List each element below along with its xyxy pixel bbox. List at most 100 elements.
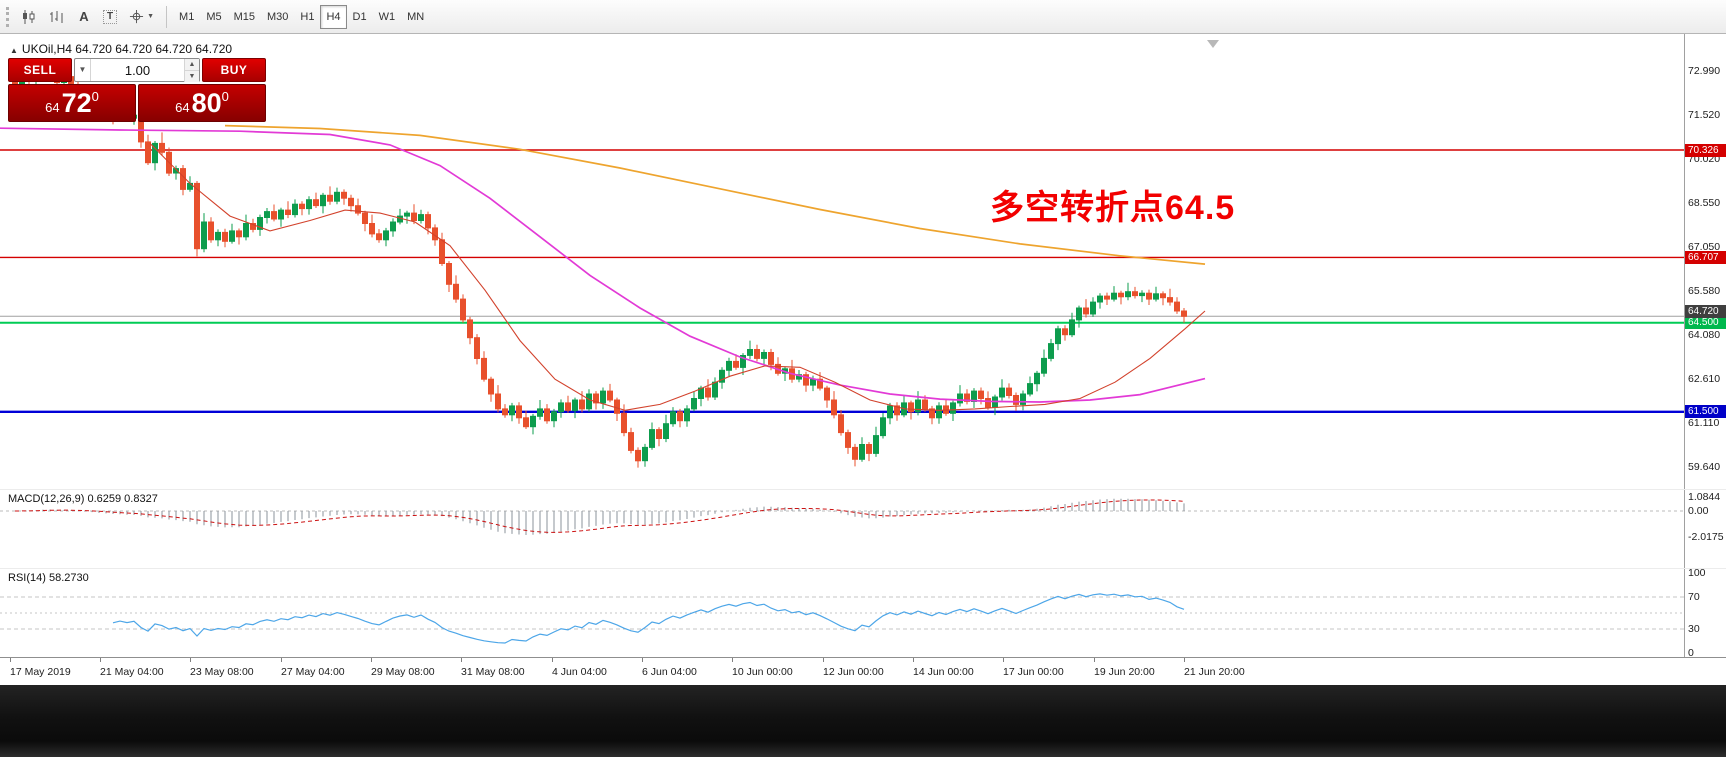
candle (488, 376, 494, 402)
candle (313, 192, 319, 208)
candle (936, 402, 942, 424)
candle (418, 209, 424, 224)
timeframe-button-h4[interactable]: H4 (320, 4, 347, 29)
spinner-up-icon[interactable]: ▲ (185, 58, 199, 71)
ma-slow-orange (224, 124, 1206, 265)
symbol-ohlc-text: UKOil,H4 64.720 64.720 64.720 64.720 (21, 42, 233, 56)
macd-scale[interactable]: 1.0844 0.00 -2.0175 (1684, 490, 1726, 568)
rsi-line (112, 593, 1185, 644)
candle (285, 201, 291, 219)
candle (264, 208, 270, 224)
chart-shift-marker-icon[interactable] (1207, 40, 1219, 48)
candle (1167, 288, 1173, 306)
candle (733, 354, 739, 370)
volume-value[interactable]: 1.00 (124, 62, 151, 78)
one-click-trading-panel: SELL ▼ 1.00 ▲ ▼ BUY 64 72 0 64 80 0 (8, 58, 266, 122)
candle (789, 359, 795, 383)
candle (1111, 286, 1117, 302)
candle (250, 218, 256, 233)
candle (474, 334, 480, 365)
time-axis-label: 31 May 08:00 (461, 666, 525, 678)
buy-button[interactable]: BUY (202, 58, 266, 82)
candle (481, 351, 487, 382)
one-click-collapse-icon[interactable]: ▲ (10, 46, 18, 55)
rsi-scale[interactable]: 100 70 30 0 (1684, 569, 1726, 657)
candle (656, 427, 662, 447)
time-axis-label: 17 Jun 00:00 (1003, 666, 1064, 678)
volume-spinner[interactable]: ▲ ▼ (184, 58, 199, 82)
candle (901, 395, 907, 418)
timeframe-button-m1[interactable]: M1 (173, 5, 200, 29)
symbol-ohlc-header: ▲ UKOil,H4 64.720 64.720 64.720 64.720 (10, 42, 232, 56)
timeframe-button-h1[interactable]: H1 (294, 5, 320, 29)
toolbar-separator (166, 5, 168, 28)
ma-fast-red (149, 143, 1206, 411)
candle (572, 397, 578, 419)
rsi-plot[interactable] (0, 569, 1684, 657)
candle (1083, 299, 1089, 318)
sell-button[interactable]: SELL (8, 58, 72, 82)
spinner-down-icon[interactable]: ▼ (185, 70, 199, 82)
candle (1020, 390, 1026, 411)
candle (1041, 349, 1047, 377)
main-chart[interactable] (0, 34, 1684, 489)
chart-annotation-text: 多空转折点64.5 (990, 189, 1236, 227)
candle (467, 316, 473, 345)
toolbar-icon-group: A T ▼ (15, 5, 160, 29)
candlestick-chart-icon (21, 9, 37, 25)
toolbar: A T ▼ M1 M5 M15 M30 H1 H4 D1 W1 MN (0, 0, 1726, 34)
time-tick (732, 658, 733, 662)
candle (278, 207, 284, 227)
candle (908, 400, 914, 420)
time-axis-label: 4 Jun 04:00 (552, 666, 607, 678)
ma-medium-magenta (0, 127, 1206, 403)
candle (1034, 370, 1040, 392)
pane-separator[interactable] (0, 568, 1726, 569)
candle (1174, 297, 1180, 314)
candle (754, 344, 760, 362)
sell-price-display[interactable]: 64 72 0 (8, 84, 136, 122)
macd-scale-label: 0.00 (1688, 505, 1709, 517)
candle (257, 214, 263, 236)
candle (1090, 297, 1096, 317)
timeframe-button-mn[interactable]: MN (401, 5, 430, 29)
candle (880, 413, 886, 439)
text-box-button[interactable]: T (97, 5, 123, 29)
crosshair-tool-button[interactable]: ▼ (123, 5, 160, 29)
toolbar-grip[interactable] (6, 6, 10, 27)
candle (845, 429, 851, 454)
price-scale-label: 67.050 (1688, 241, 1721, 253)
price-scale-label: 62.610 (1688, 373, 1721, 385)
timeframe-button-m15[interactable]: M15 (228, 5, 261, 29)
price-badge-70.326: 70.326 (1685, 144, 1726, 157)
buy-price-display[interactable]: 64 80 0 (138, 84, 266, 122)
time-axis-label: 27 May 04:00 (281, 666, 345, 678)
candle (1139, 290, 1145, 303)
macd-plot[interactable] (0, 490, 1684, 568)
time-tick (823, 658, 824, 662)
candle (607, 383, 613, 403)
time-tick (913, 658, 914, 662)
candle (145, 134, 151, 165)
volume-control[interactable]: ▼ 1.00 ▲ ▼ (74, 58, 200, 82)
candle (677, 408, 683, 428)
price-scale-label: 64.080 (1688, 329, 1721, 341)
pane-separator[interactable] (0, 489, 1726, 490)
timeframe-button-m5[interactable]: M5 (200, 5, 227, 29)
time-axis[interactable]: 17 May 2019 21 May 04:00 23 May 08:00 27 Ma… (0, 657, 1726, 685)
candle (299, 201, 305, 216)
timeframe-button-d1[interactable]: D1 (347, 5, 373, 29)
candle (1069, 312, 1075, 338)
price-scale[interactable]: 72.990 71.520 70.020 68.550 67.050 65.580 64.0… (1684, 34, 1726, 489)
timeframe-button-w1[interactable]: W1 (373, 5, 402, 29)
rsi-scale-label: 70 (1688, 591, 1700, 603)
text-annotation-button[interactable]: A (71, 5, 97, 29)
volume-dropdown-icon[interactable]: ▼ (75, 59, 91, 81)
candle (614, 397, 620, 421)
candle (1160, 291, 1166, 306)
timeframe-button-m30[interactable]: M30 (261, 5, 294, 29)
candle (453, 275, 459, 303)
candlestick-chart-button[interactable] (15, 5, 43, 29)
candle (971, 388, 977, 408)
bar-chart-button[interactable] (43, 5, 71, 29)
